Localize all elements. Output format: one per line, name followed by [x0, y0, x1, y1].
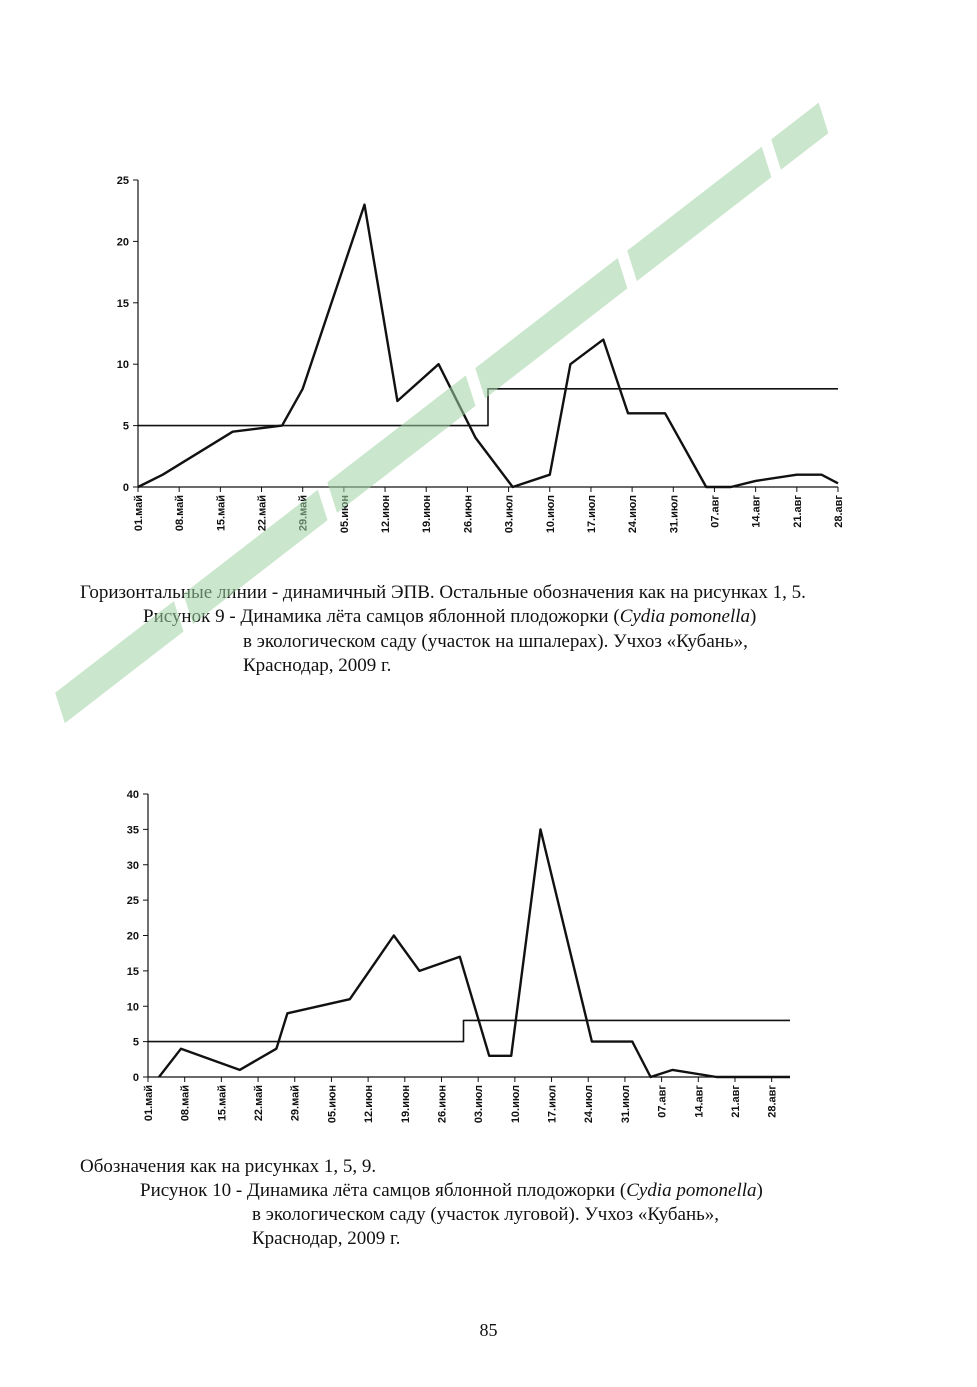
- page-number: 85: [479, 1320, 498, 1340]
- series-line: [158, 828, 790, 1079]
- x-tick-label: 03.июл: [504, 495, 516, 533]
- figure10-caption-line1: Рисунок 10 - Динамика лёта самцов яблонн…: [140, 1178, 763, 1203]
- y-tick-label: 15: [117, 298, 129, 310]
- x-tick-label: 12.июн: [363, 1085, 375, 1123]
- x-tick-label: 31.июл: [668, 495, 680, 533]
- y-tick-label: 20: [127, 931, 139, 943]
- x-tick-label: 22.май: [253, 1085, 265, 1121]
- figure10-species: Cydia pomonella: [626, 1180, 757, 1201]
- x-tick-label: 21.авг: [730, 1085, 742, 1118]
- x-tick-label: 21.авг: [792, 495, 804, 528]
- figure10-caption-prefix: Рисунок 10 - Динамика лёта самцов яблонн…: [140, 1180, 627, 1201]
- figure9-caption-suffix: ): [750, 606, 757, 627]
- y-tick-label: 30: [127, 860, 139, 872]
- figure10-note: Обозначения как на рисунках 1, 5, 9.: [80, 1156, 377, 1177]
- x-tick-label: 26.июн: [436, 1085, 448, 1123]
- x-tick-label: 12.июн: [380, 495, 392, 533]
- x-tick-label: 01.май: [143, 1085, 155, 1121]
- y-tick-label: 25: [127, 895, 139, 907]
- x-tick-label: 15.май: [215, 495, 227, 531]
- y-tick-label: 5: [123, 421, 129, 433]
- y-tick-label: 5: [133, 1037, 139, 1049]
- x-tick-label: 29.май: [290, 1085, 302, 1121]
- x-tick-label: 01.май: [133, 495, 145, 531]
- x-tick-label: 05.июн: [326, 1085, 338, 1123]
- y-tick-label: 15: [127, 966, 139, 978]
- threshold-line: [148, 1019, 790, 1043]
- x-tick-label: 24.июл: [583, 1085, 595, 1123]
- x-tick-label: 24.июл: [627, 495, 639, 533]
- chart-figure10: 0 5 10 15 20 25 30 35 40 01.май 08.май 15.май 22.май…: [127, 789, 790, 1123]
- x-tick-label: 07.авг: [709, 495, 721, 528]
- x-tick-label: 26.июн: [462, 495, 474, 533]
- figure9-caption-line3: Краснодар, 2009 г.: [243, 655, 392, 676]
- threshold-line: [138, 388, 838, 427]
- x-tick-label: 14.авг: [693, 1085, 705, 1118]
- x-tick-label: 03.июл: [473, 1085, 485, 1123]
- x-tick-label: 10.июл: [510, 1085, 522, 1123]
- x-tick-label: 17.июл: [586, 495, 598, 533]
- y-tick-label: 25: [117, 175, 129, 187]
- y-tick-label: 20: [117, 236, 129, 248]
- x-tick-label: 14.авг: [751, 495, 763, 528]
- figure10-caption-suffix: ): [756, 1180, 763, 1201]
- x-tick-label: 22.май: [257, 495, 269, 531]
- x-tick-label: 31.июл: [620, 1085, 632, 1123]
- chart-figure9: 051015202501.май08.май15.май22.май29.май…: [117, 175, 845, 533]
- figure10-caption-line2: в экологическом саду (участок луговой). …: [252, 1204, 720, 1225]
- series-line: [137, 203, 839, 489]
- x-tick-label: 08.май: [174, 495, 186, 531]
- y-tick-label: 0: [133, 1072, 139, 1084]
- y-tick-label: 10: [127, 1001, 139, 1013]
- y-tick-label: 40: [127, 789, 139, 801]
- y-tick-label: 35: [127, 824, 139, 836]
- x-tick-label: 07.авг: [657, 1085, 669, 1118]
- x-tick-label: 15.май: [216, 1085, 228, 1121]
- x-tick-label: 19.июн: [400, 1085, 412, 1123]
- figure9-species: Cydia pomonella: [619, 606, 751, 627]
- figure9-caption-line2: в экологическом саду (участок на шпалера…: [243, 631, 748, 652]
- x-tick-label: 28.авг: [833, 495, 845, 528]
- y-tick-label: 10: [117, 359, 129, 371]
- x-tick-label: 10.июл: [545, 495, 557, 533]
- figure9-caption-prefix: Рисунок 9 - Динамика лёта самцов яблонно…: [143, 606, 620, 627]
- figure9-note: Горизонтальные линии - динамичный ЭПВ. О…: [80, 582, 806, 603]
- figure9-caption-line1: Рисунок 9 - Динамика лёта самцов яблонно…: [143, 604, 756, 629]
- x-tick-label: 28.авг: [767, 1085, 779, 1118]
- figure10-caption-line3: Краснодар, 2009 г.: [252, 1228, 401, 1249]
- x-tick-label: 08.май: [180, 1085, 192, 1121]
- x-tick-label: 19.июн: [421, 495, 433, 533]
- watermark-segment: [55, 601, 184, 724]
- x-tick-label: 17.июл: [547, 1085, 559, 1123]
- y-tick-label: 0: [123, 482, 129, 494]
